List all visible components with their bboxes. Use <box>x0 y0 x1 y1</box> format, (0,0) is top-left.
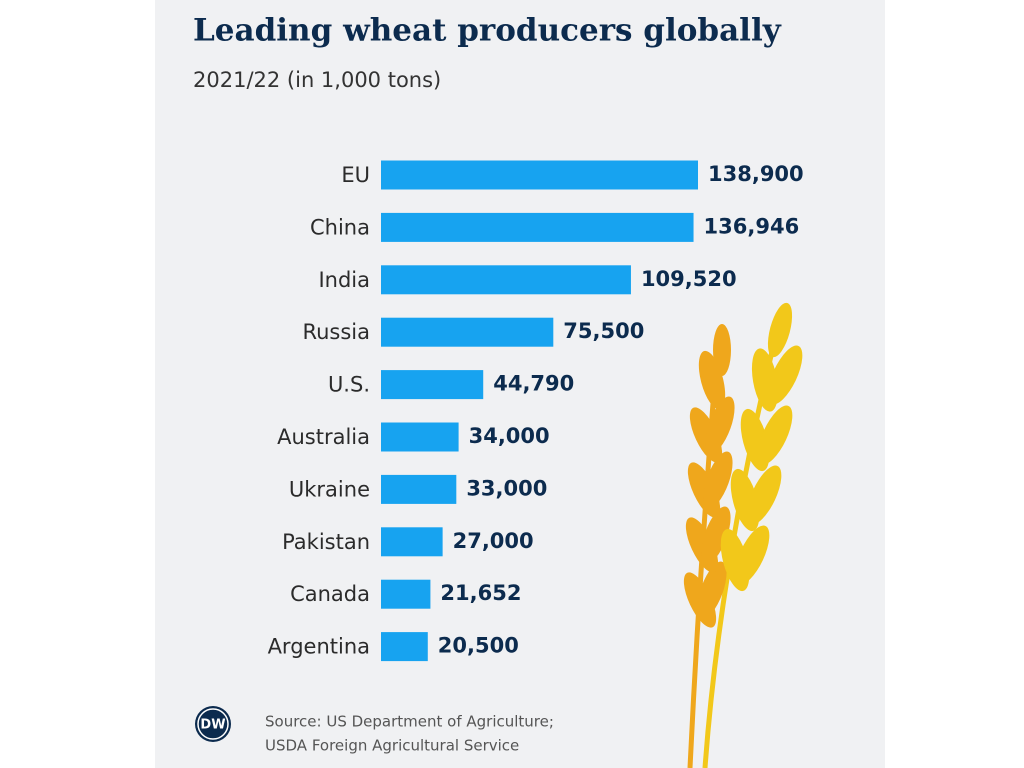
wheat-illustration <box>683 302 803 768</box>
value-label: 75,500 <box>563 319 644 343</box>
bar <box>381 265 631 295</box>
category-label: Argentina <box>268 635 370 659</box>
value-label: 33,000 <box>466 476 547 500</box>
category-label: Ukraine <box>289 477 370 501</box>
category-label: U.S. <box>328 373 370 397</box>
value-label: 44,790 <box>493 372 574 396</box>
bar <box>381 212 694 242</box>
value-label: 136,946 <box>704 214 800 238</box>
category-label: Pakistan <box>282 530 370 554</box>
bar <box>381 579 431 609</box>
chart-subtitle: 2021/22 (in 1,000 tons) <box>193 68 441 92</box>
value-label: 34,000 <box>469 424 550 448</box>
category-label: EU <box>341 163 370 187</box>
source-line: Source: US Department of Agriculture; <box>265 713 554 731</box>
category-label: Canada <box>290 582 370 606</box>
bar <box>381 160 698 190</box>
value-label: 109,520 <box>641 267 737 291</box>
bar <box>381 474 457 504</box>
chart-title: Leading wheat producers globally <box>193 13 782 49</box>
category-label: China <box>310 215 370 239</box>
bar <box>381 370 484 400</box>
bar <box>381 422 459 452</box>
bar <box>381 632 428 662</box>
logo-text: DW <box>200 718 225 733</box>
source-line: USDA Foreign Agricultural Service <box>265 737 519 755</box>
category-label: Australia <box>277 425 370 449</box>
value-label: 27,000 <box>453 529 534 553</box>
value-label: 20,500 <box>438 634 519 658</box>
category-label: India <box>318 268 370 292</box>
value-label: 138,900 <box>708 162 804 186</box>
category-label: Russia <box>302 320 370 344</box>
bar <box>381 527 443 557</box>
value-label: 21,652 <box>440 581 521 605</box>
logo: DW <box>195 706 231 742</box>
bar <box>381 317 554 347</box>
